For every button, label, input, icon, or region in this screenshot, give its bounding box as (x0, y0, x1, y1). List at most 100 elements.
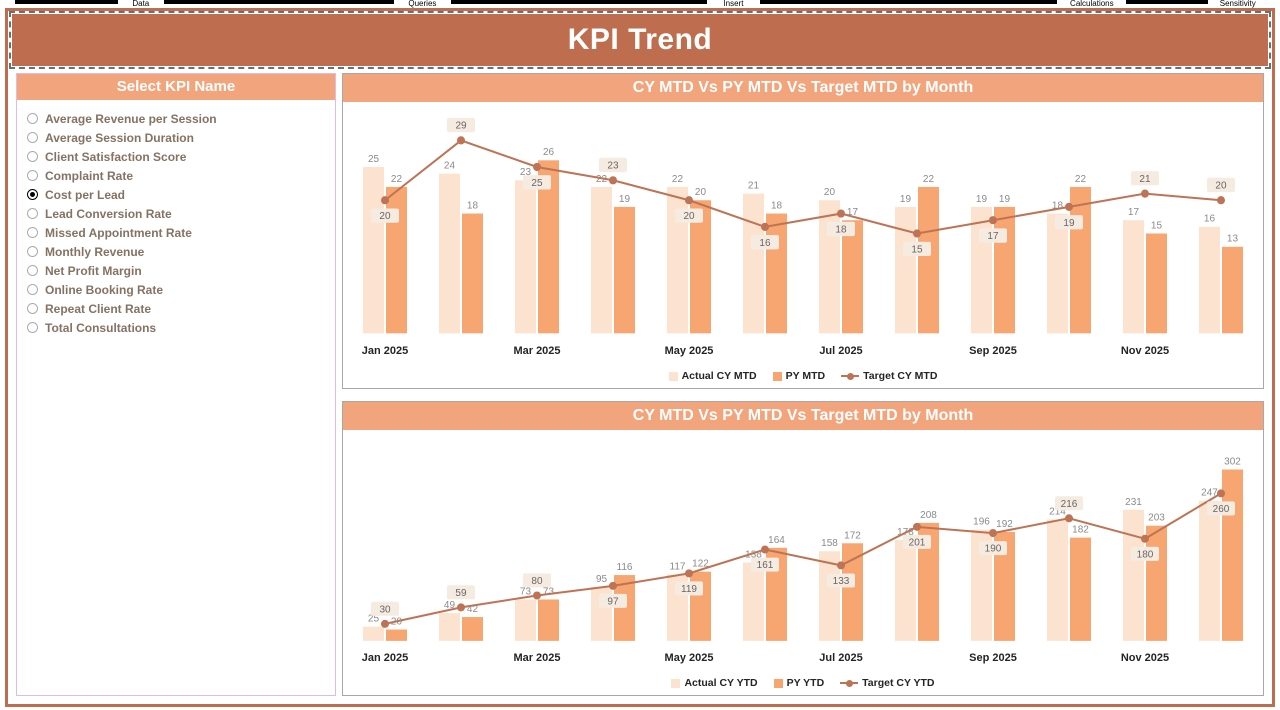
bar-py-ytd[interactable] (1222, 469, 1243, 641)
bar-actual-cy-ytd[interactable] (439, 613, 460, 641)
bar-actual-cy-ytd[interactable] (895, 539, 916, 641)
slicer-item-average-revenue-per-session[interactable]: Average Revenue per Session (27, 109, 335, 128)
bar-actual-cy-mtd[interactable] (971, 206, 992, 334)
line-marker[interactable] (457, 136, 465, 145)
ribbon-tab-data[interactable]: Data (132, 0, 150, 8)
line-marker[interactable] (837, 561, 845, 570)
line-marker[interactable] (381, 619, 389, 628)
radio-icon[interactable] (27, 265, 38, 276)
ribbon-tab-sensitivity[interactable]: Sensitivity (1219, 0, 1256, 8)
legend-py-ytd[interactable]: PY YTD (773, 677, 824, 689)
bar-actual-cy-mtd[interactable] (1199, 226, 1220, 334)
bar-py-ytd[interactable] (614, 575, 635, 641)
radio-selected-icon[interactable] (27, 189, 38, 200)
line-marker[interactable] (761, 222, 769, 231)
radio-icon[interactable] (27, 246, 38, 257)
bar-py-mtd[interactable] (690, 200, 711, 334)
line-marker[interactable] (1217, 489, 1225, 498)
legend-target-cy-mtd[interactable]: Target CY MTD (841, 370, 937, 382)
bar-py-mtd[interactable] (386, 186, 407, 334)
radio-icon[interactable] (27, 132, 38, 143)
bar-py-mtd[interactable] (462, 213, 483, 334)
line-marker[interactable] (913, 229, 921, 238)
bar-py-mtd[interactable] (842, 220, 863, 334)
line-marker[interactable] (1141, 534, 1149, 543)
bar-actual-cy-ytd[interactable] (1199, 500, 1220, 641)
radio-icon[interactable] (27, 227, 38, 238)
radio-icon[interactable] (27, 151, 38, 162)
bar-actual-cy-mtd[interactable] (515, 180, 536, 334)
slicer-item-net-profit-margin[interactable]: Net Profit Margin (27, 261, 335, 280)
bar-py-mtd[interactable] (766, 213, 787, 334)
bar-actual-cy-mtd[interactable] (1047, 213, 1068, 334)
bar-actual-cy-ytd[interactable] (1047, 519, 1068, 641)
line-marker[interactable] (913, 522, 921, 531)
line-marker[interactable] (533, 162, 541, 172)
legend-py-mtd[interactable]: PY MTD (772, 370, 825, 382)
ribbon-tab-calculations[interactable]: Calculations (1070, 0, 1114, 8)
slicer-item-cost-per-lead[interactable]: Cost per Lead (27, 185, 335, 204)
radio-icon[interactable] (27, 170, 38, 181)
radio-icon[interactable] (27, 284, 38, 295)
line-marker[interactable] (685, 569, 693, 578)
legend-target-cy-ytd[interactable]: Target CY YTD (840, 677, 935, 689)
line-marker[interactable] (1065, 514, 1073, 523)
radio-icon[interactable] (27, 113, 38, 124)
bar-actual-cy-mtd[interactable] (819, 200, 840, 334)
bar-py-ytd[interactable] (538, 599, 559, 641)
line-marker[interactable] (1141, 189, 1149, 198)
bar-py-ytd[interactable] (462, 617, 483, 641)
ribbon-tab-queries[interactable]: Queries (408, 0, 437, 8)
line-marker[interactable] (685, 196, 693, 205)
slicer-item-repeat-client-rate[interactable]: Repeat Client Rate (27, 299, 335, 318)
bar-actual-cy-mtd[interactable] (895, 206, 916, 334)
bar-actual-cy-mtd[interactable] (743, 193, 764, 334)
slicer-item-missed-appointment-rate[interactable]: Missed Appointment Rate (27, 223, 335, 242)
bar-py-ytd[interactable] (1070, 537, 1091, 641)
radio-icon[interactable] (27, 303, 38, 314)
bar-py-mtd[interactable] (1222, 246, 1243, 334)
line-marker[interactable] (609, 176, 617, 185)
slicer-item-total-consultations[interactable]: Total Consultations (27, 318, 335, 337)
slicer-item-client-satisfaction-score[interactable]: Client Satisfaction Score (27, 147, 335, 166)
line-marker[interactable] (837, 209, 845, 218)
bar-py-mtd[interactable] (994, 206, 1015, 334)
line-marker[interactable] (989, 529, 997, 538)
bar-actual-cy-ytd[interactable] (1123, 509, 1144, 641)
bar-actual-cy-mtd[interactable] (591, 186, 612, 334)
bar-actual-cy-ytd[interactable] (363, 626, 384, 641)
bar-py-mtd[interactable] (918, 186, 939, 334)
line-marker[interactable] (989, 216, 997, 225)
line-marker[interactable] (457, 603, 465, 612)
radio-icon[interactable] (27, 322, 38, 333)
bar-actual-cy-ytd[interactable] (515, 599, 536, 641)
bar-py-ytd[interactable] (994, 531, 1015, 641)
bar-py-mtd[interactable] (614, 206, 635, 334)
legend-actual-cy-mtd[interactable]: Actual CY MTD (668, 370, 757, 382)
line-marker[interactable] (1217, 196, 1225, 205)
bar-py-mtd[interactable] (1070, 186, 1091, 334)
bar-actual-cy-ytd[interactable] (971, 529, 992, 641)
bar-actual-cy-mtd[interactable] (667, 186, 688, 334)
line-marker[interactable] (761, 545, 769, 554)
bar-actual-cy-mtd[interactable] (1123, 220, 1144, 334)
line-marker[interactable] (609, 581, 617, 590)
bar-py-mtd[interactable] (538, 160, 559, 334)
bar-actual-cy-ytd[interactable] (743, 562, 764, 641)
bar-actual-cy-mtd[interactable] (363, 166, 384, 334)
line-marker[interactable] (381, 196, 389, 205)
slicer-item-complaint-rate[interactable]: Complaint Rate (27, 166, 335, 185)
bar-py-ytd[interactable] (842, 543, 863, 641)
mtd-combo-chart[interactable]: 25 22 Jan 2025 24 18 23 26 Mar 2025 22 19 22 20 May … (343, 102, 1263, 364)
slicer-item-lead-conversion-rate[interactable]: Lead Conversion Rate (27, 204, 335, 223)
ribbon-tab-insert[interactable]: Insert (723, 0, 744, 8)
slicer-item-online-booking-rate[interactable]: Online Booking Rate (27, 280, 335, 299)
bar-actual-cy-mtd[interactable] (439, 173, 460, 334)
bar-py-ytd[interactable] (386, 629, 407, 641)
bar-py-ytd[interactable] (918, 522, 939, 641)
slicer-item-average-session-duration[interactable]: Average Session Duration (27, 128, 335, 147)
legend-actual-cy-ytd[interactable]: Actual CY YTD (671, 677, 758, 689)
radio-icon[interactable] (27, 208, 38, 219)
line-marker[interactable] (533, 591, 541, 600)
